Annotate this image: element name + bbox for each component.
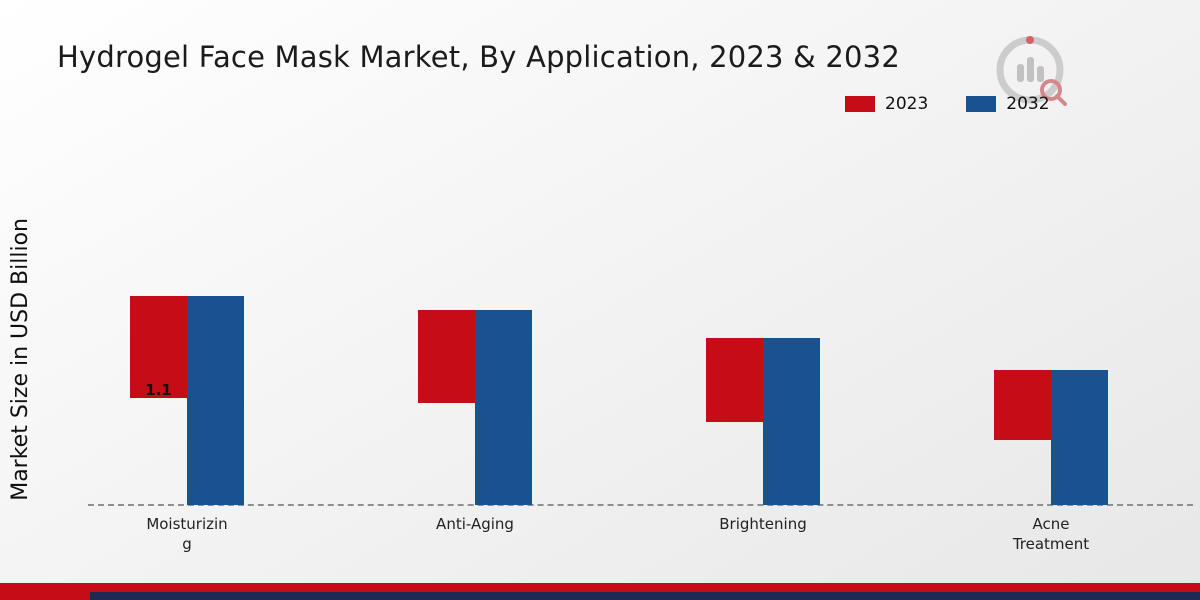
bar-group: Anti-Aging — [418, 310, 532, 533]
category-label: Anti-Aging — [436, 515, 514, 533]
bar-group: 1.1 Moisturizin g — [130, 296, 244, 553]
bar-2032 — [1051, 370, 1108, 505]
category-label: Moisturizin g — [146, 515, 228, 554]
bar-2032 — [763, 338, 820, 505]
legend-label-2032: 2032 — [1006, 94, 1050, 114]
bar-2023 — [994, 370, 1051, 440]
x-axis-baseline — [88, 504, 1193, 506]
legend-item-2023: 2023 — [845, 94, 928, 114]
bar-value-label: 1.1 — [145, 381, 172, 399]
bar-2023 — [706, 338, 763, 422]
category-label: Acne Treatment — [1012, 515, 1090, 554]
legend: 2023 2032 — [845, 94, 1050, 114]
legend-swatch-2023 — [845, 96, 875, 112]
bar-group: Brightening — [706, 338, 820, 533]
legend-label-2023: 2023 — [885, 94, 929, 114]
bar-2023 — [130, 296, 187, 398]
market-research-future-logo — [996, 36, 1067, 106]
chart-title: Hydrogel Face Mask Market, By Applicatio… — [57, 40, 900, 74]
bar-2032 — [187, 296, 244, 505]
legend-swatch-2032 — [966, 96, 997, 112]
legend-item-2032: 2032 — [966, 94, 1050, 114]
bar-group: Acne Treatment — [994, 370, 1108, 553]
bar-groups: 1.1 Moisturizin g Anti-Aging Brightening Acne… — [88, 296, 1108, 553]
category-label: Brightening — [719, 515, 807, 533]
footer-navy-band — [90, 592, 1200, 600]
y-axis-label: Market Size in USD Billion — [8, 218, 33, 501]
bar-2023 — [418, 310, 475, 403]
bar-2032 — [475, 310, 532, 505]
